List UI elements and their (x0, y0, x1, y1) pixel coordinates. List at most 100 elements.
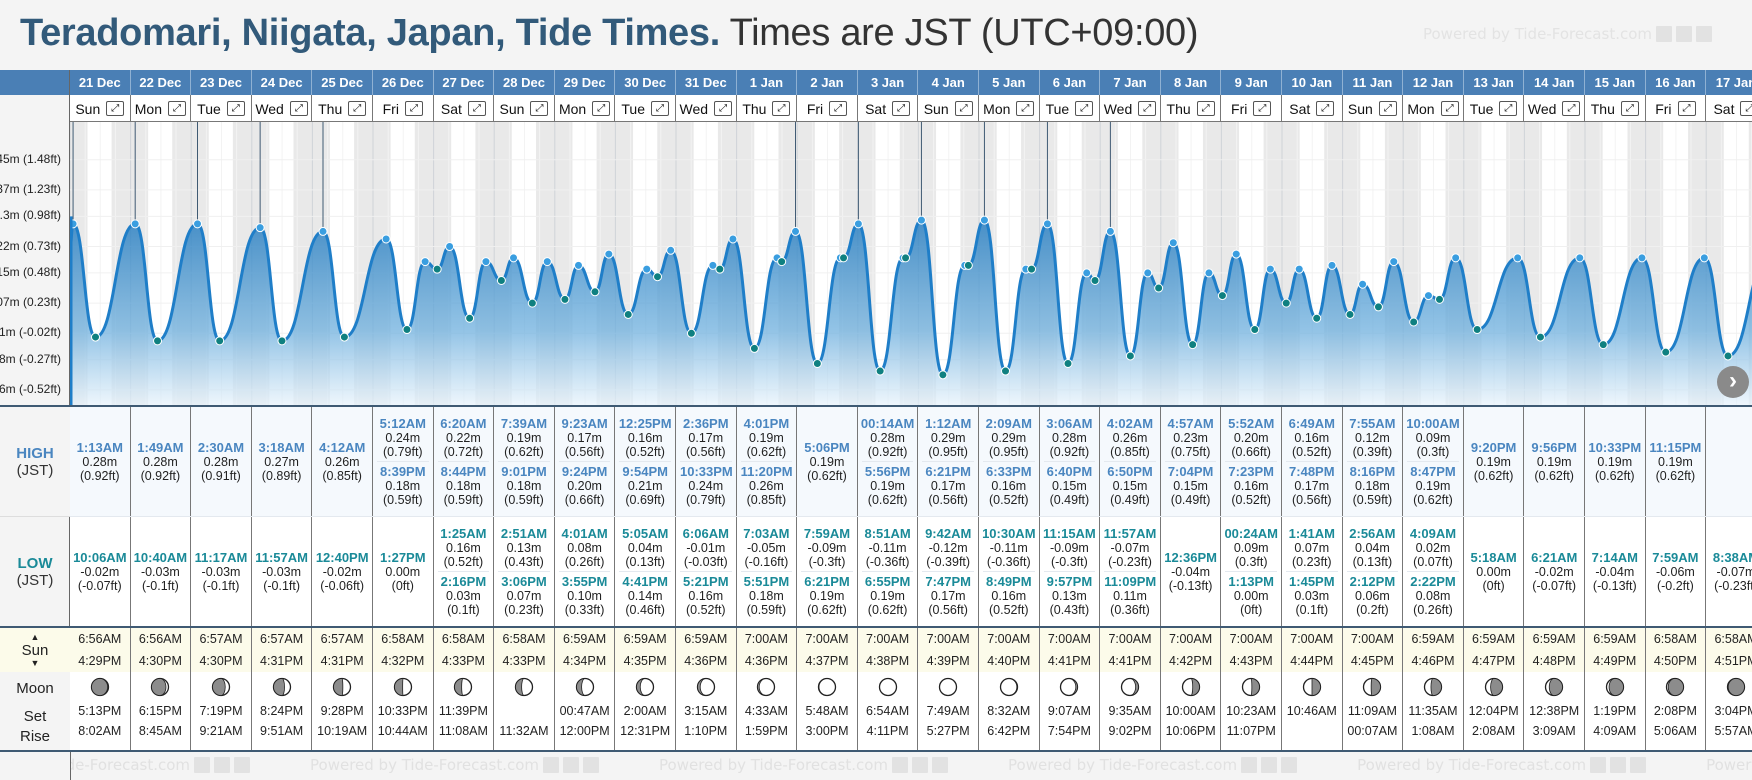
low-tide-point (1154, 283, 1164, 293)
tide-height-ft: (0.92ft) (867, 445, 908, 459)
low-tide-point (653, 272, 663, 282)
expand-icon[interactable]: ⤢ (168, 101, 186, 116)
moon-cell: 10:00AM 10:06PM (1161, 672, 1222, 750)
high-tide-cell: 4:01PM 0.19m (0.62ft) 11:20PM 0.26m (0.85ft) (737, 407, 798, 516)
tide-height-m: 0.17m (1294, 479, 1330, 493)
moon-phase-icon (393, 677, 412, 697)
expand-icon[interactable]: ⤢ (1138, 101, 1157, 116)
low-tide-point (1217, 291, 1227, 301)
tide-entry: 10:30AM -0.11m (-0.36ft) (979, 524, 1039, 571)
expand-icon[interactable]: ⤢ (829, 101, 848, 116)
moon-phase-icon (454, 677, 473, 697)
tide-time: 11:57AM (1103, 526, 1157, 541)
tide-height-ft: (0.26ft) (1413, 603, 1453, 617)
tide-height-m: 0.17m (930, 479, 966, 493)
moonset-time: 3:15AM (684, 704, 728, 718)
expand-icon[interactable]: ⤢ (1499, 101, 1518, 116)
tide-time: 3:06PM (501, 574, 547, 589)
next-page-button[interactable]: › (1717, 366, 1749, 398)
tide-height-m: 0.28m (143, 455, 178, 469)
tide-height-m: 0.19m (870, 589, 905, 603)
sun-cell: 6:57AM 4:30PM (191, 628, 252, 672)
sun-cell: 6:58AM 4:33PM (434, 628, 495, 672)
tide-time: 10:40AM (133, 550, 188, 565)
tide-time: 7:55AM (1349, 416, 1396, 431)
low-tide-point (1125, 351, 1135, 361)
weekday-cell: Fri ⤢ (1221, 95, 1282, 122)
date-header: 14 Jan (1524, 70, 1585, 95)
expand-icon[interactable]: ⤢ (592, 101, 611, 116)
expand-icon[interactable]: ⤢ (954, 101, 973, 116)
moonrise-time: 9:02PM (1108, 724, 1152, 738)
tide-height-ft: (0.59ft) (443, 493, 484, 507)
expand-icon[interactable]: ⤢ (1378, 101, 1397, 116)
sun-cell: 6:59AM 4:46PM (1403, 628, 1464, 672)
expand-icon[interactable]: ⤢ (467, 101, 486, 116)
tide-height-ft: (0.52ft) (1291, 445, 1332, 459)
tide-time: 4:41PM (622, 574, 668, 589)
tide-height-ft: (0.52ft) (988, 493, 1029, 507)
high-tide-point (255, 223, 265, 233)
expand-icon[interactable]: ⤢ (348, 101, 367, 116)
low-tide-row: 10:06AM -0.02m (-0.07ft) 10:40AM -0.03m (-0.1… (70, 516, 1752, 626)
expand-icon[interactable]: ⤢ (714, 101, 733, 116)
expand-icon[interactable]: ⤢ (1075, 101, 1094, 116)
expand-icon[interactable]: ⤢ (892, 101, 911, 116)
tide-time: 6:50PM (1107, 464, 1153, 479)
expand-icon[interactable]: ⤢ (1620, 101, 1639, 116)
expand-icon[interactable]: ⤢ (772, 101, 791, 116)
low-tide-cell: 7:59AM -0.06m (-0.2ft) (1646, 517, 1707, 626)
tide-entry: 6:49AM 0.16m (0.52ft) (1282, 414, 1342, 461)
expand-icon[interactable]: ⤢ (404, 101, 423, 116)
sun-cell: 7:00AM 4:42PM (1161, 628, 1222, 672)
y-tick-label: 08m (-0.27ft) (0, 351, 61, 366)
tide-time: 12:36PM (1164, 550, 1217, 565)
weekday-label: Sat (440, 100, 462, 117)
expand-icon[interactable]: ⤢ (1253, 101, 1272, 116)
tide-time: 6:21PM (804, 574, 850, 589)
tide-entry: 2:30AM 0.28m (0.91ft) (191, 438, 251, 485)
weekday-label: Sat (865, 100, 887, 117)
high-tide-point (1327, 260, 1337, 270)
expand-icon[interactable]: ⤢ (1440, 101, 1459, 116)
moonrise-time: 12:31PM (620, 724, 671, 738)
tide-time: 2:51AM (500, 526, 548, 541)
high-tide-point (1042, 219, 1052, 229)
expand-icon[interactable]: ⤢ (289, 101, 308, 116)
page-title: Teradomari, Niigata, Japan, Tide Times. … (20, 12, 1199, 55)
high-tide-cell: 00:14AM 0.28m (0.92ft) 5:56PM 0.19m (0.62ft) (858, 407, 919, 516)
expand-icon[interactable]: ⤢ (106, 101, 125, 116)
expand-icon[interactable]: ⤢ (1562, 101, 1581, 116)
tide-height-ft: (0.26ft) (564, 555, 605, 569)
high-tide-cell (1706, 407, 1752, 516)
expand-icon[interactable]: ⤢ (650, 101, 669, 116)
expand-icon[interactable]: ⤢ (530, 101, 549, 116)
tide-height-ft: (-0.1ft) (141, 579, 179, 593)
title-location: Teradomari, Niigata, Japan, Tide Times. (20, 12, 720, 54)
tide-time: 7:04PM (1167, 464, 1214, 479)
expand-icon[interactable]: ⤢ (1677, 101, 1696, 116)
tide-height-m: 0.28m (1052, 431, 1087, 445)
tide-time: 6:49AM (1288, 416, 1335, 431)
weekday-cell: Wed ⤢ (252, 95, 313, 122)
expand-icon[interactable]: ⤢ (1740, 101, 1752, 116)
high-tide-row: 1:13AM 0.28m (0.92ft) 1:49AM 0.28m (0.92ft) 2:… (70, 405, 1752, 516)
expand-icon[interactable]: ⤢ (1016, 101, 1035, 116)
tide-height-m: 0.19m (809, 455, 845, 469)
low-tide-point (1345, 309, 1355, 319)
tide-height-ft: (0.62ft) (1473, 469, 1514, 483)
low-tide-point (938, 370, 948, 380)
sunrise-time: 6:59AM (623, 632, 667, 646)
tide-height-m: 0.07m (506, 589, 542, 603)
tide-height-ft: (0.92ft) (140, 469, 181, 483)
high-tide-cell: 5:06PM 0.19m (0.62ft) (797, 407, 858, 516)
expand-icon[interactable]: ⤢ (226, 101, 245, 116)
tide-entry: 5:21PM 0.16m (0.52ft) (680, 571, 732, 619)
sun-cell: 7:00AM 4:44PM (1282, 628, 1343, 672)
sunset-time: 4:46PM (1411, 654, 1455, 668)
powered-by-link[interactable]: Powered by Tide-Forecast.com (1423, 25, 1712, 43)
tide-height-ft: (0.85ft) (322, 469, 362, 483)
sun-cell: 7:00AM 4:45PM (1343, 628, 1404, 672)
expand-icon[interactable]: ⤢ (1196, 101, 1215, 116)
expand-icon[interactable]: ⤢ (1316, 101, 1335, 116)
